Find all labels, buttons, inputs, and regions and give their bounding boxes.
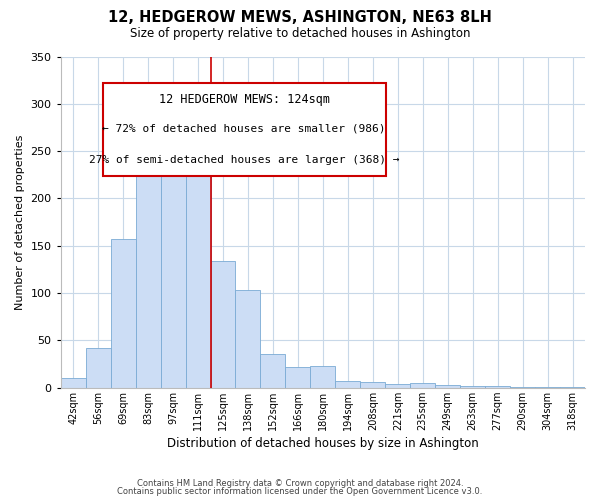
Text: 12 HEDGEROW MEWS: 124sqm: 12 HEDGEROW MEWS: 124sqm bbox=[159, 93, 330, 106]
Bar bbox=[410, 383, 435, 388]
Bar bbox=[560, 387, 585, 388]
Bar bbox=[235, 290, 260, 388]
Bar bbox=[86, 348, 110, 388]
Text: Contains HM Land Registry data © Crown copyright and database right 2024.: Contains HM Land Registry data © Crown c… bbox=[137, 478, 463, 488]
Text: ← 72% of detached houses are smaller (986): ← 72% of detached houses are smaller (98… bbox=[103, 124, 386, 134]
Bar bbox=[460, 386, 485, 388]
Bar bbox=[485, 386, 510, 388]
X-axis label: Distribution of detached houses by size in Ashington: Distribution of detached houses by size … bbox=[167, 437, 479, 450]
Bar bbox=[335, 381, 361, 388]
Bar bbox=[211, 261, 235, 388]
Bar bbox=[161, 121, 185, 388]
Bar bbox=[260, 354, 286, 388]
Bar bbox=[310, 366, 335, 388]
Y-axis label: Number of detached properties: Number of detached properties bbox=[15, 134, 25, 310]
Text: Contains public sector information licensed under the Open Government Licence v3: Contains public sector information licen… bbox=[118, 487, 482, 496]
Bar bbox=[110, 239, 136, 388]
Bar bbox=[510, 387, 535, 388]
Bar bbox=[61, 378, 86, 388]
Bar bbox=[286, 367, 310, 388]
Text: 12, HEDGEROW MEWS, ASHINGTON, NE63 8LH: 12, HEDGEROW MEWS, ASHINGTON, NE63 8LH bbox=[108, 10, 492, 25]
Bar bbox=[185, 144, 211, 388]
Bar bbox=[385, 384, 410, 388]
Text: Size of property relative to detached houses in Ashington: Size of property relative to detached ho… bbox=[130, 28, 470, 40]
Bar bbox=[435, 385, 460, 388]
Bar bbox=[136, 123, 161, 388]
Bar bbox=[535, 387, 560, 388]
Bar bbox=[361, 382, 385, 388]
Text: 27% of semi-detached houses are larger (368) →: 27% of semi-detached houses are larger (… bbox=[89, 155, 400, 165]
FancyBboxPatch shape bbox=[103, 83, 386, 176]
